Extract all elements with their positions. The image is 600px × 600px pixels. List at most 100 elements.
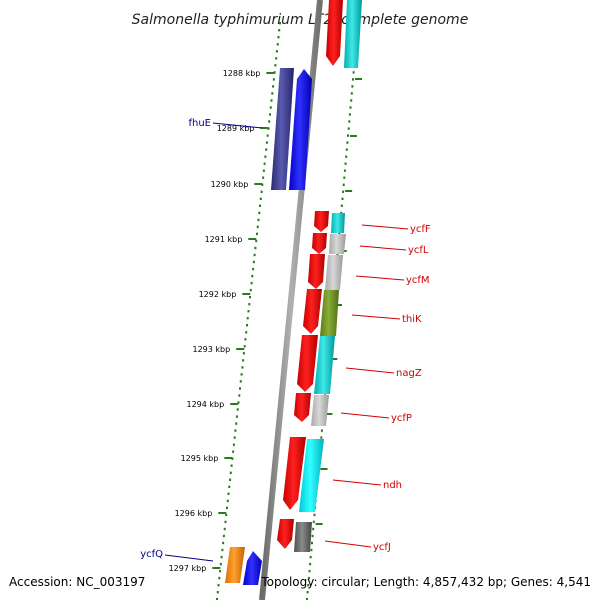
ring-dot	[347, 134, 349, 137]
ring-dot	[223, 527, 226, 531]
gene-top-red[interactable]	[326, 0, 343, 66]
ring-dot	[272, 78, 275, 81]
ring-dot	[270, 99, 273, 102]
scale-tick-label: 1293 kbp	[192, 345, 230, 354]
ring-dot	[231, 457, 234, 460]
scale-tick-label: 1296 kbp	[175, 509, 213, 518]
ring-dot	[312, 527, 315, 531]
gene-label-thiK[interactable]: thiK	[402, 314, 422, 325]
gene-label-nagZ[interactable]: nagZ	[396, 368, 422, 379]
ring-dot	[350, 99, 353, 102]
gene-ndh-red[interactable]	[283, 437, 306, 510]
ring-dot	[275, 57, 278, 60]
ring-dot	[344, 162, 347, 165]
ring-dot	[278, 29, 281, 32]
gene-ndh-aqua[interactable]	[299, 439, 324, 512]
ring-dot	[265, 141, 268, 144]
scale-tick-mark	[230, 403, 239, 405]
ring-dot	[279, 22, 281, 25]
ring-dot	[340, 211, 343, 215]
gene-ycfJ-red[interactable]	[277, 519, 294, 549]
ring-dot	[239, 387, 241, 390]
ring-dot	[311, 534, 314, 538]
gene-thiK-olive[interactable]	[320, 290, 339, 336]
ring-dot	[346, 141, 349, 144]
ring-dot	[252, 260, 255, 264]
ring-dot	[277, 36, 280, 39]
scale-tick-label: 1295 kbp	[181, 454, 219, 463]
ring-dot	[309, 562, 312, 566]
gene-label-ycfQ[interactable]: ycfQ	[140, 549, 163, 560]
ring-dot	[220, 555, 223, 559]
ring-dot	[352, 71, 355, 74]
gene-label-fhuE[interactable]: fhuE	[188, 118, 211, 129]
ring-dot	[229, 478, 232, 481]
ring-dot	[352, 78, 354, 81]
gene-nagZ-red[interactable]	[297, 335, 318, 392]
ring-dot	[268, 120, 271, 123]
gene-top-cyan[interactable]	[344, 0, 362, 68]
gene-ycfP-grey[interactable]	[311, 395, 329, 426]
gene-ycfF-cyan[interactable]	[331, 213, 345, 233]
ring-dot	[226, 499, 229, 503]
ring-dot	[275, 50, 278, 53]
gene-ycfL-grey[interactable]	[329, 234, 346, 254]
scale-tick-mark	[248, 238, 257, 240]
gene-ycfQ-orange[interactable]	[225, 547, 245, 583]
gene-label-ycfJ[interactable]: ycfJ	[373, 542, 391, 553]
ring-dot	[348, 113, 351, 116]
gene-thiK-red[interactable]	[303, 289, 322, 334]
ring-dot	[271, 92, 274, 95]
gene-label-ndh[interactable]: ndh	[383, 480, 402, 491]
gene-ycfQ-blue[interactable]	[243, 551, 262, 585]
ring-dot	[267, 127, 270, 130]
scale-tick-mark	[260, 127, 269, 129]
ring-dot	[311, 541, 313, 545]
gene-ycfM-red[interactable]	[308, 254, 325, 289]
gene-label-ycfP[interactable]: ycfP	[391, 413, 412, 424]
gene-label-ycfM[interactable]: ycfM	[406, 275, 430, 286]
scale-tick-mark	[266, 72, 275, 74]
ring-dot	[308, 569, 311, 573]
ring-dot	[347, 127, 350, 130]
ring-dot	[233, 436, 236, 439]
ring-dot	[222, 534, 225, 538]
ring-dot	[351, 85, 354, 88]
gene-ycfF-red[interactable]	[314, 211, 329, 232]
gene-nagZ-cyan[interactable]	[314, 336, 335, 394]
gene-label-ycfF[interactable]: ycfF	[410, 224, 431, 235]
ring-dot	[266, 134, 269, 137]
ring-dot	[307, 576, 310, 580]
ring-dot	[249, 288, 252, 292]
ring-dot	[348, 120, 351, 123]
gene-fhuE-navy[interactable]	[271, 68, 294, 190]
forward-strand-genes	[277, 0, 362, 552]
gene-ycfL-red[interactable]	[312, 233, 327, 254]
scale-tick-label: 1288 kbp	[223, 69, 261, 78]
ring-dot	[256, 232, 258, 236]
ring-dot	[242, 359, 245, 362]
ring-dot	[242, 352, 245, 355]
scale-tick-label: 1291 kbp	[205, 235, 243, 244]
gene-ycfM-grey[interactable]	[325, 255, 343, 290]
reverse-label-connectors	[164, 122, 263, 562]
gene-ycfJ-darkgrey[interactable]	[294, 522, 312, 552]
ring-dot	[243, 345, 246, 348]
gene-ycfP-red[interactable]	[294, 393, 311, 422]
ring-dot	[265, 148, 268, 151]
ring-dash	[325, 413, 333, 415]
ring-dot	[320, 429, 323, 432]
ring-dot	[229, 471, 232, 474]
gene-label-ycfL[interactable]: ycfL	[408, 245, 429, 256]
ring-dot	[246, 324, 248, 327]
ring-dot	[264, 155, 267, 158]
gene-labels: ycfF ycfL ycfM thiK nagZ ycfP ndh ycfJ f…	[140, 118, 431, 560]
ring-dot	[343, 169, 346, 172]
ring-dot	[306, 598, 308, 600]
ring-dot	[272, 85, 275, 88]
ring-dot	[218, 576, 221, 580]
gene-fhuE-blue[interactable]	[289, 69, 312, 190]
ring-dot	[248, 303, 251, 306]
ring-dot	[342, 190, 345, 193]
scale-ticks: 1288 kbp 1289 kbp 1290 kbp 1291 kbp 1292 kbp…	[169, 69, 275, 573]
